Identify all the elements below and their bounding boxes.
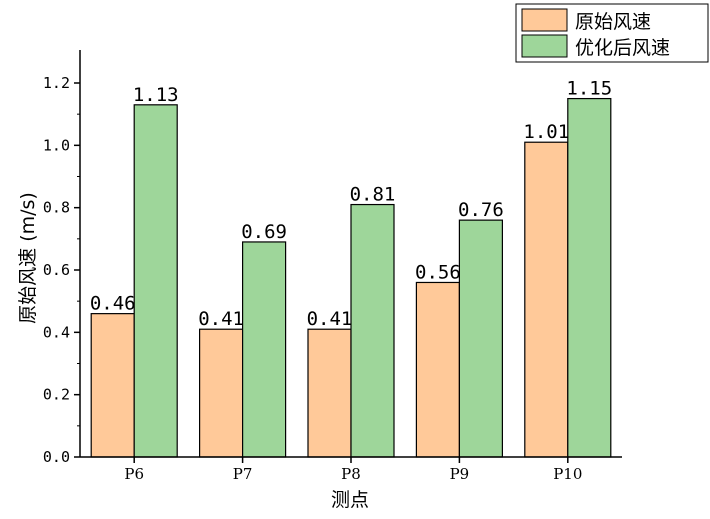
bar-optimized-p10 bbox=[567, 97, 612, 458]
bar-optimized-p9 bbox=[458, 219, 503, 458]
bar-original-p9 bbox=[415, 281, 460, 458]
x-tick-label: P9 bbox=[450, 465, 470, 483]
y-tick-label: 0.8 bbox=[43, 199, 70, 217]
value-labels-group: 0.46 1.13 0.41 0.69 0.41 0.81 0.56 0.76 1.01 1.15 bbox=[90, 78, 612, 331]
bar-optimized-p8 bbox=[350, 203, 395, 458]
data-label: 1.15 bbox=[566, 78, 612, 100]
data-label: 0.46 bbox=[90, 293, 136, 315]
bar-optimized-p6 bbox=[133, 104, 178, 458]
data-label: 0.69 bbox=[241, 221, 287, 243]
y-tick-label: 0.6 bbox=[43, 261, 70, 279]
bar-original-p7 bbox=[199, 328, 244, 458]
x-tick-label: P8 bbox=[341, 465, 361, 483]
y-tick-label: 1.2 bbox=[43, 74, 70, 92]
bar-original-p10 bbox=[524, 141, 569, 458]
x-tick-label: P10 bbox=[553, 465, 582, 483]
legend-label-original: 原始风速 bbox=[575, 11, 651, 33]
y-tick-label: 0.2 bbox=[43, 386, 70, 404]
legend-swatch-optimized bbox=[521, 34, 568, 58]
bar-optimized-p7 bbox=[242, 241, 287, 458]
axes-group: 0.0 0.2 0.4 0.6 0.8 1.0 1.2 P6 P7 P8 P9 P10 bbox=[43, 50, 622, 483]
data-label: 0.41 bbox=[198, 308, 244, 330]
y-tick-label: 0.4 bbox=[43, 323, 70, 341]
y-tick-label: 0.0 bbox=[43, 448, 70, 466]
y-tick-label: 1.0 bbox=[43, 136, 70, 154]
x-axis-title: 测点 bbox=[331, 489, 369, 511]
data-label: 0.41 bbox=[307, 308, 353, 330]
legend-swatch-original bbox=[521, 8, 568, 32]
data-label: 1.01 bbox=[523, 121, 569, 143]
x-tick-label: P6 bbox=[124, 465, 144, 483]
bars-group bbox=[90, 97, 612, 458]
y-axis-title: 原始风速 (m/s) bbox=[17, 192, 39, 324]
data-label: 0.81 bbox=[350, 184, 396, 206]
data-label: 0.76 bbox=[458, 199, 504, 221]
legend: 原始风速 优化后风速 bbox=[515, 3, 709, 63]
bar-original-p8 bbox=[307, 328, 352, 458]
data-label: 1.13 bbox=[133, 84, 179, 106]
legend-label-optimized: 优化后风速 bbox=[575, 37, 670, 59]
data-label: 0.56 bbox=[415, 261, 461, 283]
bar-original-p6 bbox=[90, 313, 135, 458]
x-tick-label: P7 bbox=[233, 465, 253, 483]
